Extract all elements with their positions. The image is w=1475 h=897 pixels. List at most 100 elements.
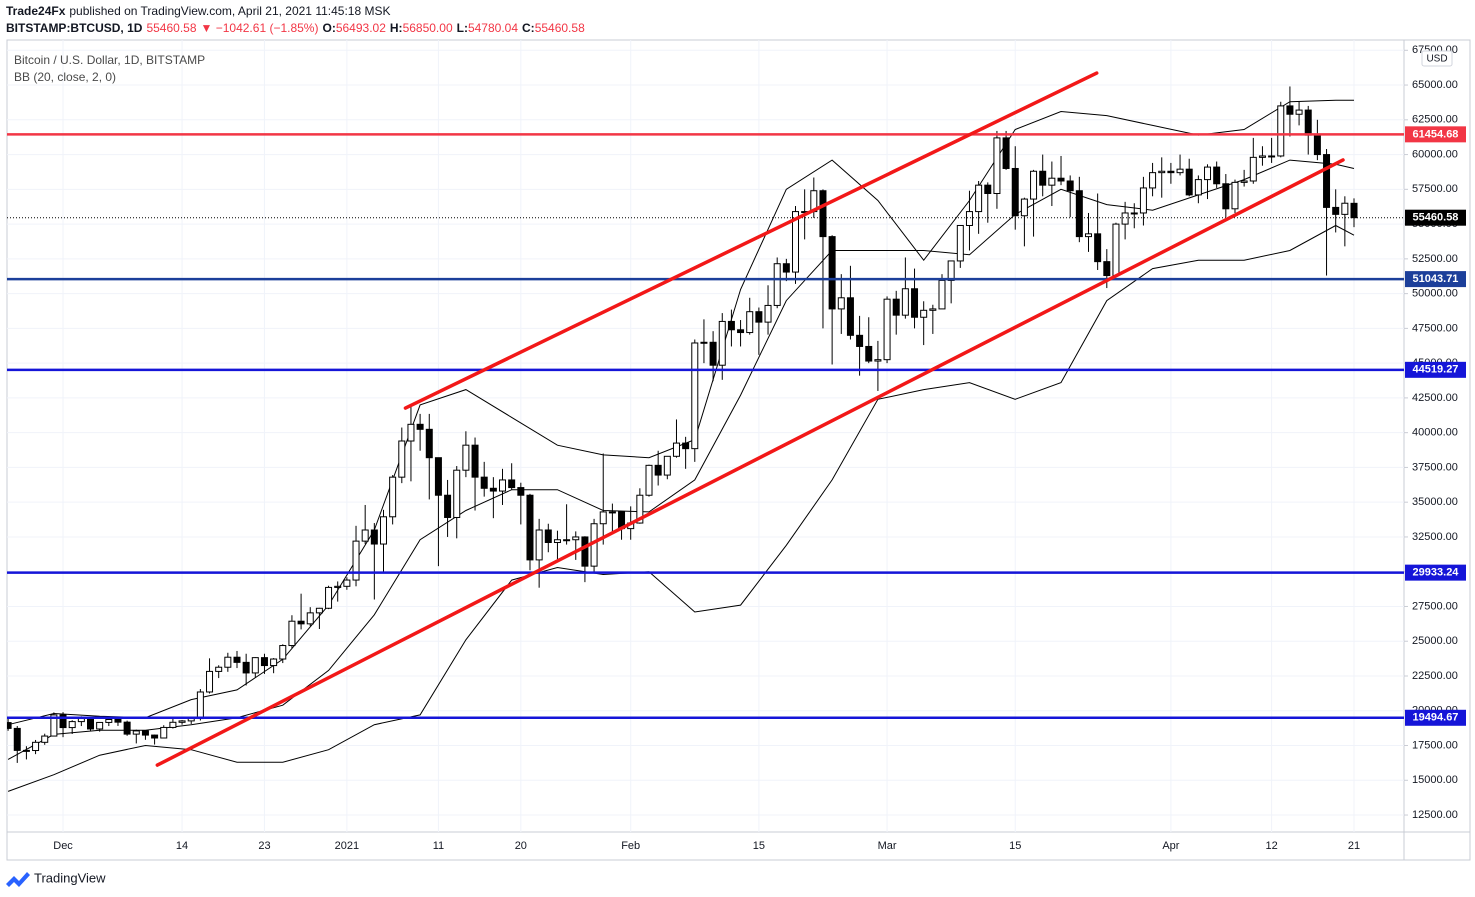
candle-body [1057,177,1065,182]
ohlc-label: C: [522,21,535,35]
ohlc-label: H: [390,21,403,35]
candle-body [792,211,800,273]
candle-body [1268,155,1276,158]
x-tick-label: Apr [1162,840,1179,852]
y-tick-label: 22500.00 [1412,670,1458,682]
candle-body [517,487,525,496]
candle-body [1039,170,1047,186]
candle-body [1130,212,1138,215]
candle-body [764,304,772,323]
candle-body [874,359,882,362]
candle-body [1213,166,1221,185]
candle-body [425,428,433,459]
candle-body [416,423,424,430]
price-tag [1405,361,1466,378]
candle-body [22,749,30,752]
price-tag-label: 61454.68 [1413,128,1459,140]
y-tick-label: 60000.00 [1412,148,1458,160]
candle-body [499,479,507,492]
candle-body [1350,202,1358,219]
candle-body [288,620,296,647]
x-tick-label: 15 [753,840,765,852]
legend-instrument: Bitcoin / U.S. Dollar, 1D, BITSTAMP [14,53,205,67]
candle-body [1258,155,1266,158]
y-tick-label: 57500.00 [1412,183,1458,195]
price-tag [1405,126,1466,143]
y-tick-label: 32500.00 [1412,531,1458,543]
currency: USD [1426,54,1447,65]
candle-body [1030,170,1038,200]
candle-body [361,529,369,542]
candle-body [169,721,177,728]
candle-body [718,320,726,366]
candle-body [160,726,168,739]
candle-body [444,494,452,518]
candle-body [370,529,378,545]
candle-body [315,607,323,614]
candle-body [883,298,891,361]
candle-body [68,721,76,729]
candle-body [7,722,12,729]
candle-body [132,730,140,735]
candle-body [727,320,735,331]
candle-body [1304,109,1312,136]
candle-body [1048,177,1056,186]
candle-body [947,260,955,281]
ohlc-value: 56850.00 [403,21,453,35]
candle-body [297,620,305,625]
y-tick-label: 62500.00 [1412,114,1458,126]
trend-line [403,71,1099,410]
price-tag [1405,564,1466,581]
candle-body [544,529,552,544]
candle-body [1286,105,1294,115]
price-labels: 61454.68 51043.71 44519.27 29933.24 19494.67… [1405,126,1466,726]
ohlc-value: 55460.58 [535,21,585,35]
candle-body [865,345,873,362]
logo-icon [6,872,30,887]
header-line-2: BITSTAMP:BTCUSD, 1D 55460.58 ▼ −1042.61 (−… [6,21,585,35]
candle-body [911,288,919,318]
candle-body [535,529,543,561]
x-tick-label: Feb [621,840,640,852]
candle-body [782,263,790,273]
candle-body [270,658,278,667]
candle-body [846,297,854,336]
candle-body [563,539,571,542]
candle-body [1277,105,1285,157]
candle-body [508,479,516,489]
candle-body [837,297,845,310]
candle-body [242,661,250,674]
candle-body [581,536,589,567]
candle-body [1249,156,1257,182]
currency-box [1421,50,1453,67]
candle-body [1149,172,1157,189]
candle-body [206,670,214,693]
candle-body [901,288,909,316]
candle-body [608,511,616,514]
candle-body [1240,180,1248,183]
x-tick-label: Dec [53,840,73,852]
candle-body [746,311,754,334]
candle-body [993,137,1001,195]
y-tick-label: 52500.00 [1412,253,1458,265]
candle-body [178,720,186,723]
candle-body [434,457,442,496]
price-tag [1405,709,1466,726]
candle-body [59,714,67,729]
candle-body [645,464,653,496]
candle-body [599,511,607,525]
candle-body [96,721,104,730]
candle-body [352,540,360,581]
y-tick-label: 37500.00 [1412,461,1458,473]
price-tag-label: 44519.27 [1413,364,1459,376]
candle-body [828,236,836,310]
candle-body [856,334,864,347]
candle-body [1341,202,1349,215]
published: published on TradingView.com, April 21, … [69,4,390,18]
candle-body [13,727,21,751]
y-tick-label: 40000.00 [1412,427,1458,439]
candle-body [1204,166,1212,181]
candle-body [1323,154,1331,208]
change: ▼ −1042.61 (−1.85%) [201,21,319,35]
